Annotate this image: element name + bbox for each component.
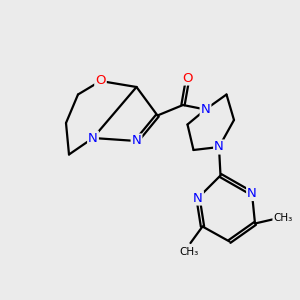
Text: N: N	[193, 191, 203, 205]
Text: N: N	[214, 140, 224, 154]
Text: N: N	[132, 134, 141, 148]
Text: O: O	[95, 74, 106, 88]
Text: N: N	[201, 103, 210, 116]
Text: N: N	[88, 131, 98, 145]
Text: CH₃: CH₃	[179, 247, 199, 257]
Text: O: O	[182, 71, 193, 85]
Text: CH₃: CH₃	[273, 213, 292, 224]
Text: N: N	[247, 187, 257, 200]
